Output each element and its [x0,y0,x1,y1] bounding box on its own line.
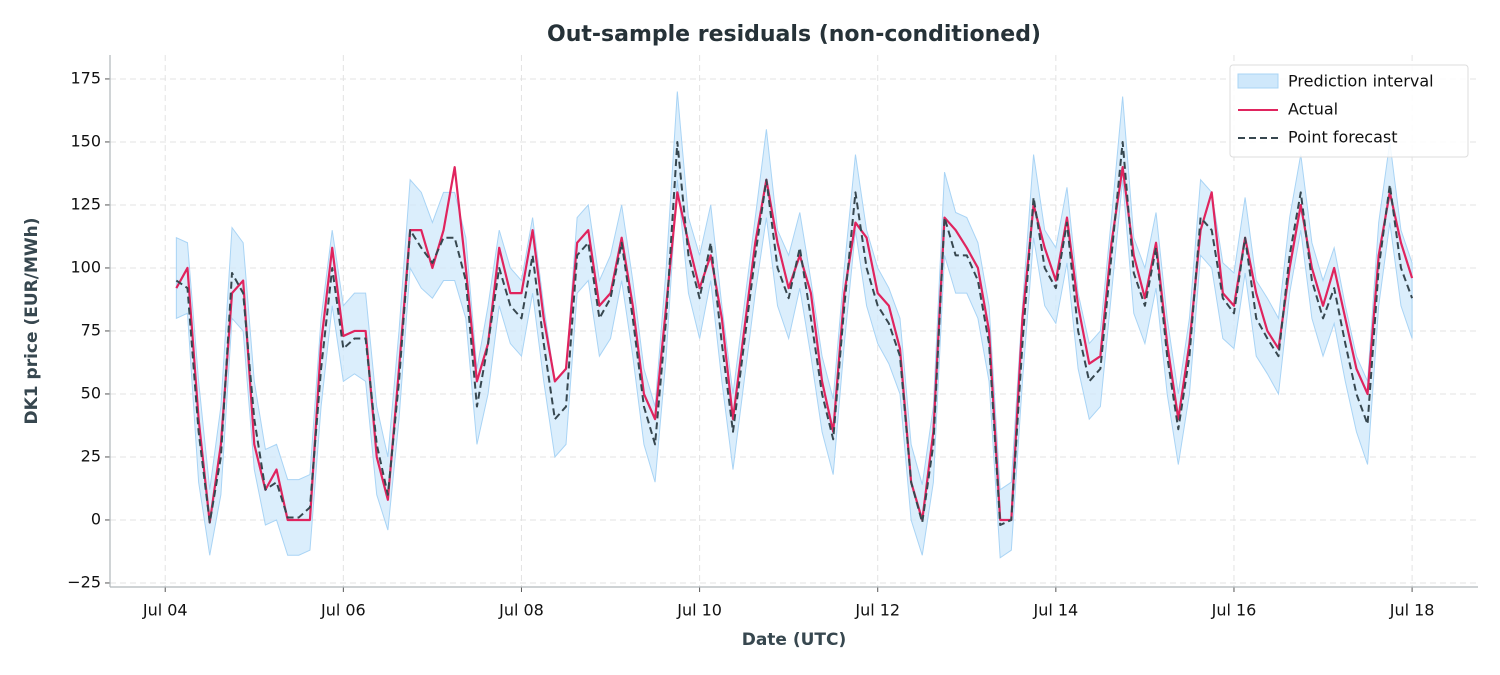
chart-title: Out-sample residuals (non-conditioned) [547,22,1041,47]
x-tick-label: Jul 16 [1211,601,1257,620]
legend-label: Prediction interval [1288,72,1434,91]
y-tick-label: 25 [81,446,101,465]
x-tick-label: Jul 12 [854,601,900,620]
y-tick-label: 50 [81,383,101,402]
prediction-band [175,91,1413,559]
y-tick-label: 125 [70,194,101,213]
x-tick-label: Jul 18 [1389,601,1435,620]
y-tick-label: 100 [70,257,101,276]
y-tick-label: −25 [67,572,101,591]
legend-box [1229,64,1469,158]
forecast-line [175,140,1414,527]
x-tick-label: Jul 06 [320,601,366,620]
legend-label: Point forecast [1288,128,1398,147]
x-tick-label: Jul 08 [498,601,544,620]
y-axis-label: DK1 price (EUR/MWh) [22,218,42,425]
legend-swatch [1237,73,1279,89]
x-axis-label: Date (UTC) [742,630,847,650]
x-tick-label: Jul 14 [1032,601,1078,620]
y-tick-label: 0 [91,509,101,528]
y-tick-label: 150 [70,131,101,150]
legend-label: Actual [1288,100,1338,119]
legend: Prediction interval Actual Point forecast [1229,64,1469,158]
x-tick-label: Jul 10 [676,601,722,620]
y-tick-label: 75 [81,320,101,339]
x-tick-label: Jul 04 [142,601,188,620]
y-tick-label: 175 [70,68,101,87]
